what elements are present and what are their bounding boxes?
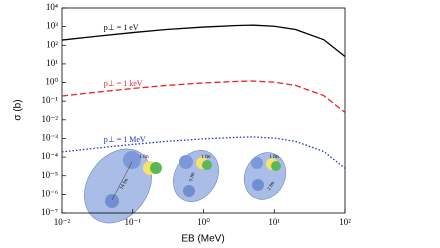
series-label: p⊥ = 1 MeV <box>104 135 146 144</box>
y-axis-label: σ (b) <box>13 99 24 120</box>
nucleus <box>252 179 264 191</box>
nucleus <box>179 155 193 169</box>
illustration-label: 1 fm <box>139 155 148 160</box>
illustration-label: 1 fm <box>201 155 210 160</box>
series-label: p⊥ = 1 eV <box>104 23 139 32</box>
illustration-label: 1 fm <box>269 155 278 160</box>
nucleus <box>251 157 263 169</box>
nucleus <box>150 162 162 174</box>
series-line <box>61 136 346 169</box>
y-tick-label: 10⁻⁷ <box>41 207 58 217</box>
illustration-label: 5 fm <box>189 172 196 182</box>
illustration-label: 14 fm <box>119 178 129 191</box>
nucleus <box>271 161 281 171</box>
x-axis-label: EB (MeV) <box>181 234 224 245</box>
cluster-oval <box>84 148 152 224</box>
y-tick-label: 10⁻¹ <box>42 95 59 105</box>
x-tick-label: 10¹ <box>268 217 280 227</box>
series-line <box>61 80 346 113</box>
y-tick-label: 10⁴ <box>46 2 58 12</box>
series-label: p⊥ = 1 keV <box>104 79 143 88</box>
y-tick-label: 10⁻³ <box>42 133 59 143</box>
illustration-label: 2 fm <box>267 181 276 192</box>
x-tick-label: 10⁻¹ <box>125 217 142 227</box>
y-tick-label: 10³ <box>46 21 58 31</box>
x-tick-label: 10² <box>339 217 351 227</box>
cluster-oval <box>173 150 219 202</box>
y-tick-label: 10¹ <box>46 58 58 68</box>
y-tick-label: 10⁻⁴ <box>41 151 58 161</box>
nucleus <box>183 185 195 197</box>
y-tick-label: 10⁻⁶ <box>41 188 58 198</box>
distance-line <box>111 161 133 201</box>
y-tick-label: 10⁻² <box>42 114 59 124</box>
y-tick-label: 10⁰ <box>45 77 58 87</box>
cluster-illustrations <box>84 148 287 224</box>
x-tick-label: 10⁻² <box>54 217 71 227</box>
series-line <box>61 24 346 58</box>
cluster-oval <box>243 152 287 200</box>
y-tick-label: 10² <box>46 39 58 49</box>
nucleus <box>105 194 119 208</box>
y-tick-label: 10⁻⁵ <box>41 170 58 180</box>
nucleus <box>123 151 141 169</box>
x-tick-label: 10⁰ <box>197 217 210 227</box>
nucleus <box>202 160 212 170</box>
